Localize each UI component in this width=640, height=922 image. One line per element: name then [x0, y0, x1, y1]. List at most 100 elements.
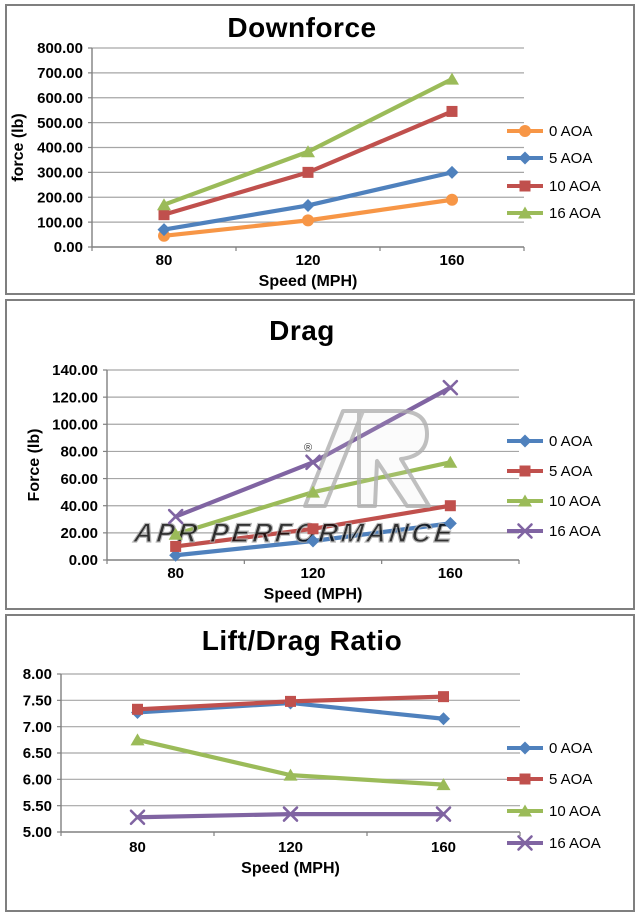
legend-marker-triangle [518, 494, 532, 507]
legend-item-0-aoa: 0 AOA [507, 740, 592, 757]
legend-marker-diamond [518, 741, 532, 755]
data-point-0-aoa [169, 548, 183, 562]
data-point-5-aoa [170, 540, 182, 552]
series-markers [157, 72, 459, 242]
x-category-labels: 80 120 160 [129, 839, 456, 856]
legend-item-10-aoa: 10 AOA [507, 178, 601, 195]
legend-item-5-aoa: 5 AOA [507, 771, 592, 788]
legend: 0 AOA 5 AOA 10 AOA 16 AOA [507, 740, 601, 852]
y-tick-labels: 0.00 20.00 40.00 60.00 80.00 100.00 120.00 140.… [52, 362, 98, 569]
data-point-10-aoa [283, 768, 298, 781]
apr-performance-watermark: ® APR PERFORMANCE [131, 409, 457, 549]
x-category-label: 80 [167, 565, 184, 582]
legend-label: 16 AOA [549, 205, 601, 222]
series-markers [167, 379, 459, 562]
data-point-16-aoa [282, 806, 299, 822]
y-tick-label: 400.00 [37, 140, 83, 157]
legend-item-10-aoa: 10 AOA [507, 493, 601, 510]
y-tick-label: 5.00 [23, 824, 52, 841]
x-axis-title: Speed (MPH) [241, 860, 340, 877]
x-category-label: 120 [300, 565, 325, 582]
legend: 0 AOA 5 AOA 10 AOA 16 AOA [507, 433, 601, 540]
data-point-16-aoa [157, 198, 171, 211]
y-tick-label: 6.00 [23, 772, 52, 789]
legend-marker-diamond [518, 434, 532, 448]
legend-label: 10 AOA [549, 178, 601, 195]
data-point-10-aoa [302, 166, 314, 178]
legend-label: 0 AOA [549, 433, 592, 450]
data-point-0-aoa [446, 193, 458, 206]
data-point-10-aoa [168, 527, 183, 540]
x-category-label: 120 [295, 252, 320, 269]
data-point-16-aoa [129, 809, 146, 826]
data-point-0-aoa [443, 516, 457, 530]
legend-marker-circle [519, 125, 531, 137]
data-point-0-aoa [302, 214, 314, 227]
y-tick-label: 300.00 [37, 165, 83, 182]
y-tick-labels: 5.00 5.50 6.00 6.50 7.00 7.50 8.00 [23, 666, 52, 841]
y-tick-label: 100.00 [37, 214, 83, 231]
x-category-label: 80 [129, 839, 146, 856]
legend-label: 5 AOA [549, 150, 592, 167]
x-category-label: 80 [156, 252, 173, 269]
y-tick-label: 140.00 [52, 362, 98, 379]
y-tick-label: 100.00 [52, 416, 98, 433]
x-axis-title: Speed (MPH) [264, 586, 363, 603]
y-axis-title: Force (lb) [26, 429, 43, 502]
data-point-0-aoa [437, 712, 450, 726]
y-tick-label: 0.00 [69, 552, 98, 569]
lift-drag-ratio-line-chart: 5.00 5.50 6.00 6.50 7.00 7.50 8.00 80 120 160 Spee… [23, 666, 601, 877]
data-point-10-aoa [446, 105, 458, 117]
data-point-10-aoa [130, 733, 145, 746]
y-tick-label: 60.00 [60, 471, 98, 488]
downforce-chart-panel: Downforce 0.00 100.00 200.00 300.00 400.00 50… [5, 4, 635, 295]
y-tick-label: 800.00 [37, 40, 83, 57]
data-point-10-aoa [443, 455, 458, 468]
watermark-text: APR PERFORMANCE [132, 517, 457, 548]
x-category-label: 160 [431, 839, 456, 856]
legend-item-16-aoa: 16 AOA [507, 205, 601, 222]
data-point-5-aoa [157, 223, 171, 237]
data-point-16-aoa [445, 72, 459, 85]
series-lines [135, 694, 446, 820]
x-category-labels: 80 120 160 [167, 565, 463, 582]
legend-marker-square [519, 180, 531, 192]
legend-marker-triangle [518, 206, 532, 219]
legend-item-16-aoa: 16 AOA [507, 523, 601, 540]
data-point-5-aoa [444, 500, 456, 512]
legend-label: 16 AOA [549, 835, 601, 852]
legend-marker-diamond [518, 151, 532, 165]
legend-label: 0 AOA [549, 740, 592, 757]
legend-label: 0 AOA [549, 123, 592, 140]
x-category-label: 120 [278, 839, 303, 856]
data-point-16-aoa [435, 806, 452, 822]
y-tick-label: 8.00 [23, 666, 52, 683]
axes [106, 370, 520, 564]
axes [91, 48, 525, 251]
data-point-5-aoa [301, 198, 315, 212]
data-point-5-aoa [307, 523, 319, 535]
legend-item-5-aoa: 5 AOA [507, 150, 592, 167]
y-tick-label: 7.00 [23, 719, 52, 736]
drag-line-chart: 0.00 20.00 40.00 60.00 80.00 100.00 120.00 140.… [26, 362, 601, 603]
legend-marker-square [519, 773, 531, 785]
data-point-5-aoa [285, 695, 296, 707]
x-category-label: 160 [439, 252, 464, 269]
series-markers [129, 691, 452, 826]
x-axis-title: Speed (MPH) [259, 273, 358, 290]
data-point-0-aoa [306, 534, 320, 548]
legend-marker-x [517, 523, 533, 539]
y-tick-label: 500.00 [37, 115, 83, 132]
legend-label: 10 AOA [549, 803, 601, 820]
data-point-10-aoa [436, 778, 451, 791]
data-point-10-aoa [306, 485, 320, 498]
registered-mark: ® [304, 442, 312, 454]
y-tick-label: 600.00 [37, 90, 83, 107]
y-tick-label: 80.00 [60, 444, 98, 461]
y-tick-label: 40.00 [60, 498, 98, 515]
legend: 0 AOA 5 AOA 10 AOA 16 AOA [507, 123, 601, 222]
legend-label: 16 AOA [549, 523, 601, 540]
legend-label: 5 AOA [549, 771, 592, 788]
y-tick-label: 5.50 [23, 798, 52, 815]
legend-label: 10 AOA [549, 493, 601, 510]
